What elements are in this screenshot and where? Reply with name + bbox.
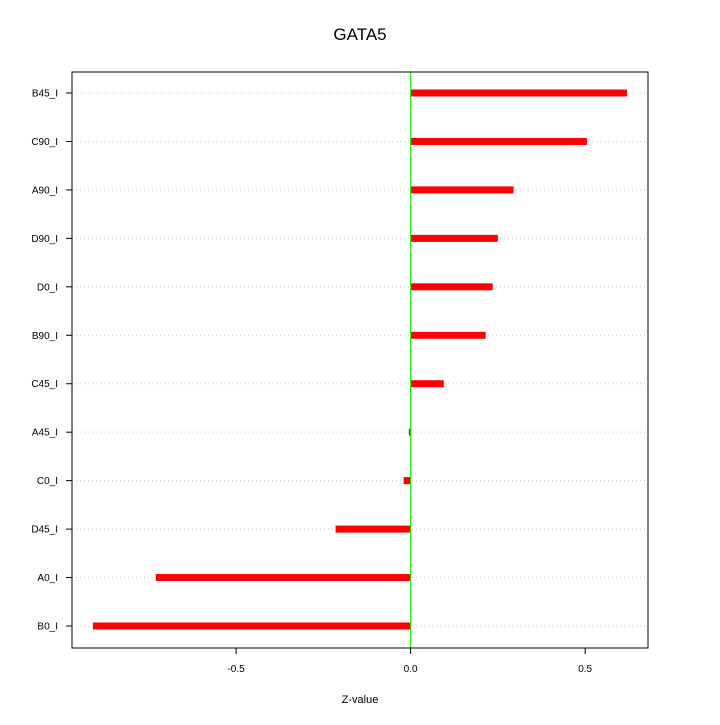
grid-lines [72,92,648,627]
y-tick-label: D0_I [37,282,58,293]
bar-B0_I [92,622,411,630]
y-tick-label: C45_I [31,379,58,390]
y-tick-label: A90_I [32,185,58,196]
x-tick-label: -0.5 [227,664,245,675]
y-tick-label: A0_I [37,573,58,584]
bar-C0_I [403,477,411,485]
x-axis-title: Z-value [342,694,379,706]
y-tick-label: D45_I [31,525,58,536]
bar-D0_I [410,283,493,291]
bar-D90_I [410,234,498,242]
bar-B90_I [410,331,486,339]
plot-frame [71,71,649,649]
y-tick-label: B0_I [37,622,58,633]
x-tick-label: 0.0 [404,664,418,675]
bar-A90_I [410,186,514,194]
x-tick-label: 0.5 [578,664,592,675]
y-tick-label: C90_I [31,137,58,148]
bar-B45_I [410,89,628,97]
y-tick-label: A45_I [32,428,58,439]
bar-C90_I [410,137,587,145]
y-tick-label: C0_I [37,476,58,487]
y-tick-label: B90_I [32,331,58,342]
bars [92,89,628,630]
bar-A0_I [155,574,411,582]
chart-title: GATA5 [333,25,386,44]
x-axis: -0.5 0.0 0.5 [227,648,593,675]
y-tick-label: D90_I [31,234,58,245]
y-tick-label: B45_I [32,89,58,100]
bar-D45_I [335,525,411,533]
bar-C45_I [410,380,444,388]
bar-A45_I [408,428,411,436]
y-axis: B45_I C90_I A90_I D90_I D0_I B90_I C45_I A45_I C… [31,89,72,633]
